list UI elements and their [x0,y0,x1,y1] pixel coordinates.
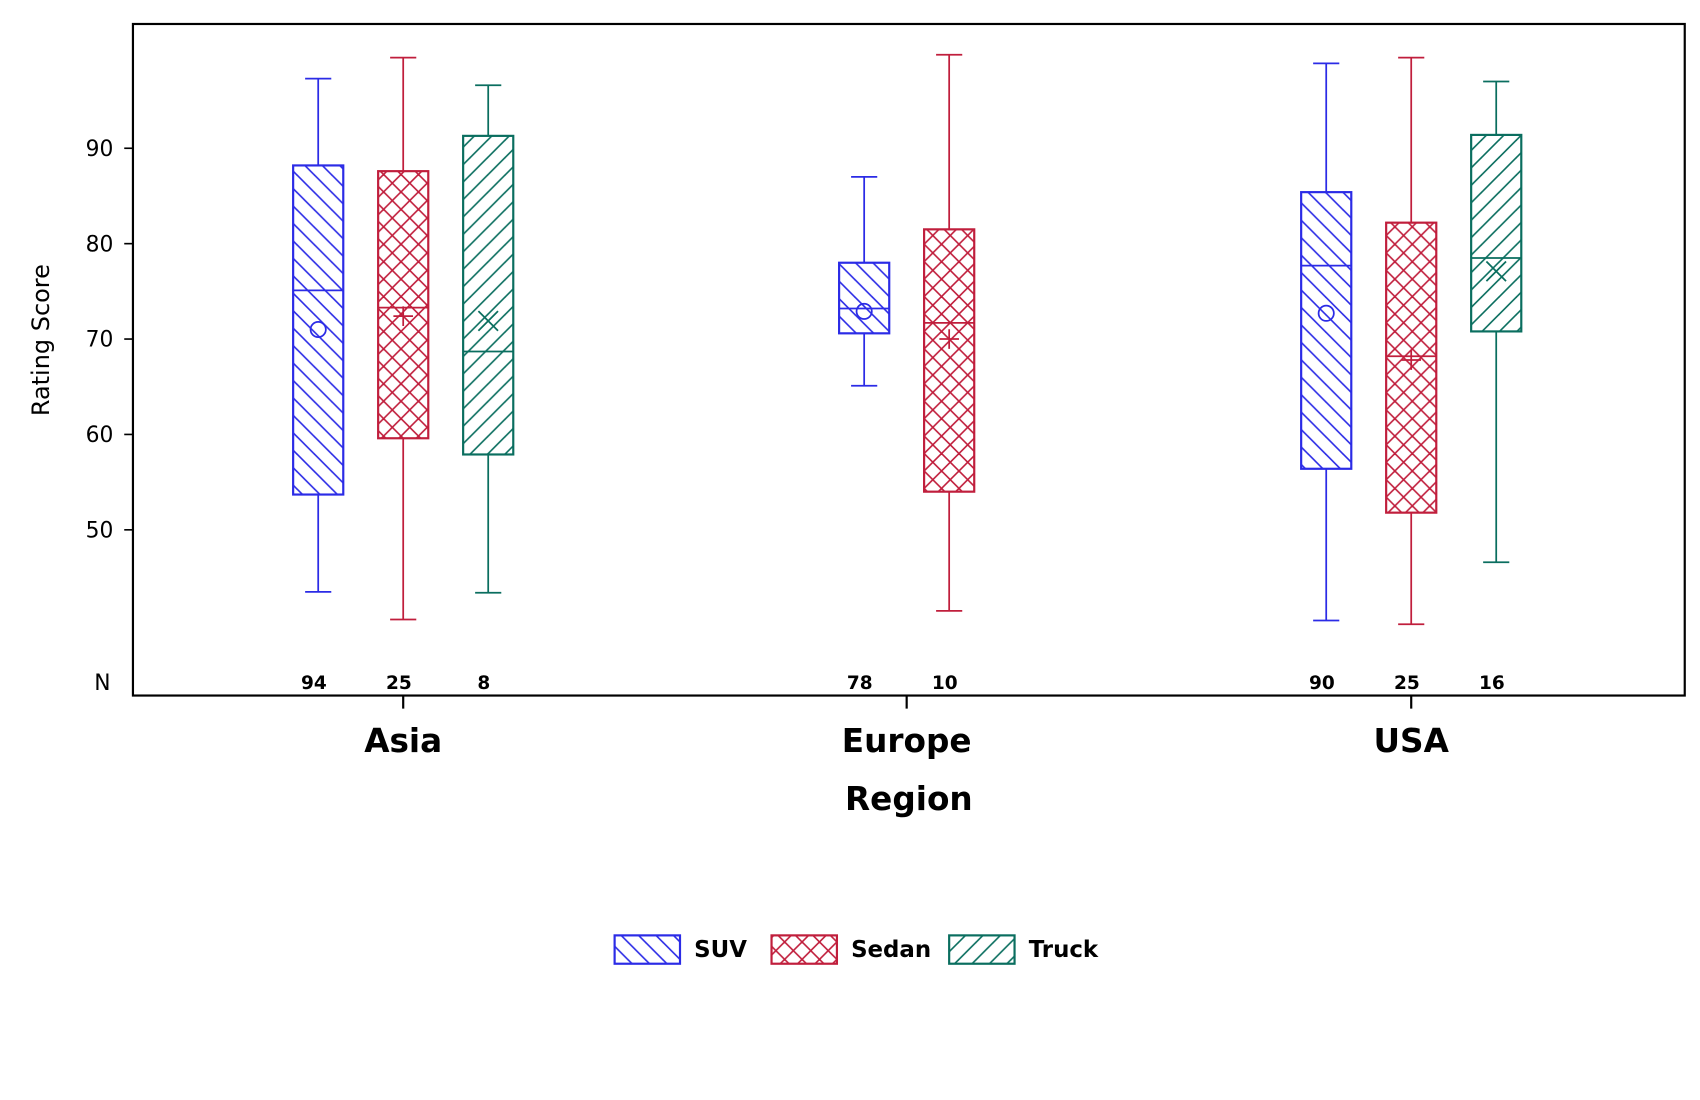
iqr-box [923,228,976,493]
y-axis-label: Rating Score [27,264,55,416]
box-asia-sedan: 25 [377,56,430,694]
legend-label: SUV [694,937,747,963]
iqr-box [377,170,430,440]
n-count-label: 25 [386,673,412,694]
y-axis: 50 60 70 80 90 [86,137,133,543]
mean-marker [1485,260,1507,282]
n-count-label: 90 [1309,673,1335,694]
iqr-box [462,134,515,456]
mean-marker [1401,350,1422,370]
legend-swatch [613,934,682,965]
plot-frame [131,22,1686,697]
box-asia-truck: 8 [462,84,515,694]
box-europe-sedan: 10 [923,53,976,694]
legend: SUV Sedan Truck [613,934,1099,965]
n-count-label: 8 [477,673,490,694]
legend-label: Sedan [851,937,931,963]
mean-marker [309,321,327,339]
n-count-label: 94 [301,673,327,694]
box-usa-suv: 90 [1300,62,1353,694]
iqr-box [1470,133,1523,333]
y-tick-label: 70 [86,328,114,353]
y-tick-label: 90 [86,137,114,162]
mean-marker [855,302,873,320]
boxes: 94 25 8 78 10 90 25 16 [292,53,1523,694]
legend-item-sedan: Sedan [770,934,931,965]
mean-marker [1317,304,1335,322]
legend-swatch [770,934,839,965]
legend-swatch [948,934,1016,965]
n-row-label: N [94,671,110,696]
mean-marker [393,306,414,326]
y-tick-label: 80 [86,232,114,257]
n-count-label: 16 [1479,673,1505,694]
box-usa-sedan: 25 [1385,56,1438,694]
n-count-label: 10 [932,673,958,694]
legend-item-suv: SUV [613,934,747,965]
legend-item-truck: Truck [948,934,1099,965]
box-usa-truck: 16 [1470,80,1523,694]
n-count-label: 78 [847,673,873,694]
box-europe-suv: 78 [838,176,891,694]
x-tick-label: USA [1374,722,1450,760]
x-tick-label: Asia [364,722,442,760]
iqr-box [292,164,345,496]
y-tick-label: 60 [86,423,114,448]
iqr-box [1300,191,1353,470]
n-count-label: 25 [1394,673,1420,694]
x-axis: Asia Europe USA [364,695,1450,760]
iqr-box [838,261,891,335]
box-asia-suv: 94 [292,77,345,694]
x-axis-label: Region [845,780,973,818]
x-tick-label: Europe [842,722,972,760]
legend-label: Truck [1029,937,1099,963]
y-tick-label: 50 [86,518,114,543]
mean-marker [477,310,499,332]
mean-marker [939,329,959,349]
